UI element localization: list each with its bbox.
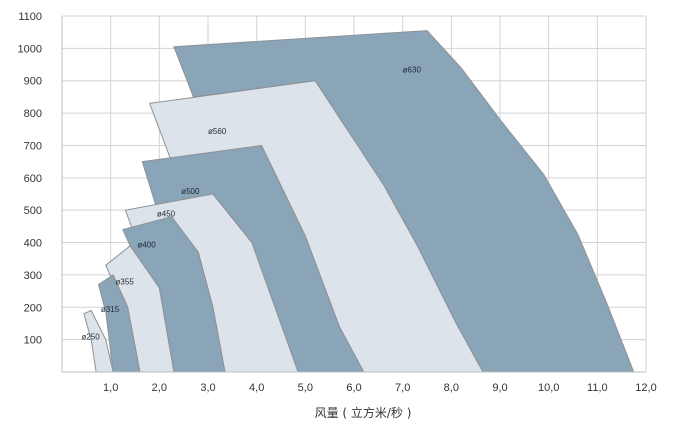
- x-tick-label: 12,0: [635, 382, 656, 394]
- series-label: ø450: [157, 210, 176, 219]
- y-tick-label: 700: [24, 140, 42, 152]
- series-label: ø315: [101, 305, 120, 314]
- y-tick-label: 500: [24, 205, 42, 217]
- x-tick-label: 10,0: [538, 382, 559, 394]
- series-label: ø355: [116, 278, 135, 287]
- series-label: ø630: [403, 66, 422, 75]
- y-tick-label: 400: [24, 238, 42, 250]
- x-tick-label: 5,0: [298, 382, 313, 394]
- x-tick-label: 9,0: [492, 382, 507, 394]
- x-tick-label: 3,0: [200, 382, 215, 394]
- series-labels: ø630 ø560 ø500 ø450 ø400 ø355 ø315 ø250: [81, 66, 421, 342]
- x-axis-label: 风量 ( 立方米/秒 ): [315, 405, 412, 420]
- series-label: ø400: [137, 240, 156, 249]
- series-label: ø250: [81, 333, 100, 342]
- series-areas: [83, 30, 635, 373]
- x-tick-label: 8,0: [444, 382, 459, 394]
- x-tick-label: 2,0: [152, 382, 167, 394]
- x-tick-label: 4,0: [249, 382, 264, 394]
- y-tick-label: 200: [24, 302, 42, 314]
- x-tick-label: 7,0: [395, 382, 410, 394]
- y-tick-label: 600: [24, 173, 42, 185]
- axes: 100 200 300 400 500 600 700 800 900 1000 1100 1,0 2,…: [18, 11, 657, 394]
- y-tick-label: 1100: [18, 11, 42, 23]
- y-tick-label: 800: [24, 108, 42, 120]
- series-label: ø500: [181, 187, 200, 196]
- y-tick-label: 1000: [18, 43, 42, 55]
- y-tick-label: 300: [24, 270, 42, 282]
- series-label: ø560: [208, 127, 227, 136]
- x-tick-label: 6,0: [346, 382, 361, 394]
- x-tick-label: 1,0: [103, 382, 118, 394]
- x-tick-label: 11,0: [587, 382, 608, 394]
- y-tick-label: 100: [24, 335, 42, 347]
- y-tick-label: 900: [24, 76, 42, 88]
